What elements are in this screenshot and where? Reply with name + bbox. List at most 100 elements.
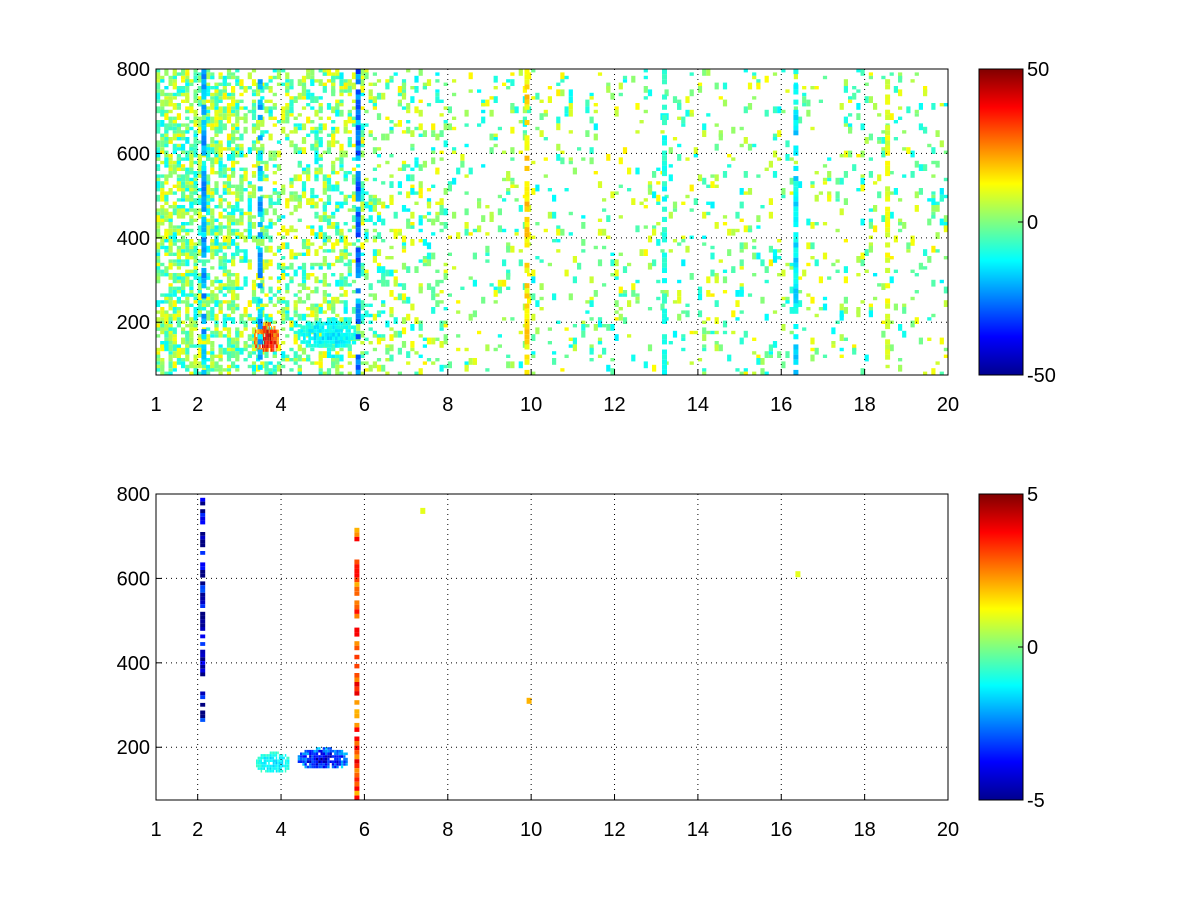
- heatmap-cell-top-2634: [681, 259, 686, 267]
- heatmap-cell-top-2246: [481, 103, 486, 107]
- heatmap-cell-top-2853: [789, 262, 794, 270]
- heatmap-cell-bottom-8: [259, 756, 261, 760]
- heatmap-cell-top-2912: [822, 181, 828, 185]
- heatmap-cell-top-3233: [268, 325, 270, 330]
- heatmap-cell-top-2072: [414, 266, 419, 273]
- heatmap-cell-top-718: [214, 334, 219, 338]
- heatmap-cell-top-2027: [401, 317, 407, 324]
- heatmap-cell-top-1418: [301, 242, 307, 250]
- heatmap-cell-top-256: [176, 106, 181, 110]
- heatmap-cell-top-3205: [264, 337, 266, 341]
- heatmap-cell-top-1777: [351, 225, 357, 229]
- heatmap-cell-top-1742: [347, 137, 352, 141]
- heatmap-cell-top-2054: [410, 188, 415, 195]
- heatmap-cell-top-1672: [335, 364, 340, 372]
- heatmap-cell-top-1066: [251, 279, 257, 284]
- heatmap-cell-top-3447: [201, 227, 207, 233]
- heatmap-cell-top-3368: [332, 329, 335, 333]
- heatmap-cell-top-2093: [418, 324, 423, 331]
- heatmap-cell-top-3322: [316, 321, 319, 326]
- heatmap-cell-top-231: [172, 242, 177, 246]
- heatmap-cell-top-257: [176, 113, 181, 120]
- heatmap-cell-top-3238: [268, 344, 270, 349]
- heatmap-cell-bottom-176: [315, 749, 319, 753]
- heatmap-cell-bottom-20: [262, 754, 264, 757]
- heatmap-cell-top-3445: [201, 216, 207, 222]
- heatmap-cell-top-1006: [243, 249, 248, 256]
- heatmap-cell-top-3672: [793, 359, 799, 365]
- heatmap-cell-bottom-124: [286, 767, 288, 770]
- heatmap-cell-top-2460: [589, 96, 594, 100]
- heatmap-cell-top-2127: [431, 157, 436, 165]
- heatmap-cell-top-2420: [564, 113, 569, 117]
- heatmap-cell-top-2226: [468, 72, 473, 80]
- heatmap-cell-top-3065: [902, 130, 907, 134]
- heatmap-cell-top-2141: [435, 96, 440, 103]
- heatmap-cell-top-1849: [364, 72, 369, 80]
- heatmap-cell-top-2989: [860, 368, 865, 375]
- heatmap-cell-bottom-84: [275, 767, 278, 770]
- heatmap-cell-top-2216: [464, 123, 469, 127]
- heatmap-cell-top-2194: [447, 252, 452, 256]
- heatmap-cell-top-810: [222, 347, 227, 355]
- heatmap-cell-top-3096: [918, 188, 923, 195]
- heatmap-cell-bottom-0: [256, 759, 258, 762]
- heatmap-cell-top-2195: [447, 293, 452, 297]
- heatmap-cell-top-2030: [406, 69, 411, 73]
- heatmap-cell-top-1921: [376, 232, 382, 239]
- heatmap-cell-top-3206: [264, 340, 266, 345]
- heatmap-cell-top-1960: [385, 347, 390, 355]
- heatmap-cell-top-3417: [353, 325, 357, 330]
- heatmap-cell-top-1927: [376, 313, 382, 318]
- heatmap-cell-top-2875: [802, 92, 807, 97]
- heatmap-cell-top-3591: [662, 74, 667, 80]
- heatmap-cell-bottom-275: [200, 543, 206, 548]
- heatmap-cell-top-1536: [318, 262, 323, 267]
- heatmap-cell-top-6: [156, 92, 161, 100]
- heatmap-cell-top-485: [193, 300, 198, 304]
- heatmap-cell-top-2872: [797, 290, 803, 294]
- heatmap-cell-bottom-29: [263, 764, 266, 768]
- heatmap-cell-top-3497: [257, 334, 263, 340]
- heatmap-cell-top-2695: [710, 269, 715, 277]
- heatmap-cell-top-1901: [372, 235, 377, 239]
- heatmap-cell-top-2724: [722, 320, 728, 328]
- heatmap-cell-top-2605: [668, 147, 673, 154]
- heatmap-cell-top-2823: [772, 256, 778, 263]
- heatmap-cell-top-2192: [447, 184, 452, 192]
- heatmap-cell-top-2727: [727, 164, 732, 168]
- heatmap-cell-bottom-323: [354, 627, 360, 633]
- heatmap-cell-bottom-48: [268, 767, 270, 770]
- heatmap-cell-top-3309: [308, 340, 311, 344]
- heatmap-cell-top-3109: [927, 256, 932, 263]
- heatmap-cell-top-2083: [418, 188, 423, 195]
- heatmap-cell-top-1743: [347, 140, 352, 148]
- heatmap-cell-top-3420: [353, 336, 357, 341]
- heatmap-cell-top-1317: [289, 86, 294, 90]
- heatmap-cell-top-1545: [318, 354, 323, 362]
- heatmap-cell-top-2082: [418, 181, 423, 188]
- heatmap-cell-top-2275: [493, 300, 498, 304]
- heatmap-cell-top-172: [168, 228, 173, 236]
- heatmap-cell-top-2726: [727, 154, 732, 158]
- heatmap-cell-top-806: [222, 317, 227, 324]
- heatmap-cell-top-2394: [552, 194, 557, 202]
- heatmap-cell-top-3276: [275, 348, 277, 352]
- heatmap-cell-bottom-332: [354, 686, 360, 692]
- heatmap-cell-top-2336: [522, 116, 527, 120]
- heatmap-cell-bottom-331: [354, 682, 360, 687]
- heatmap-cell-bottom-140: [302, 760, 305, 763]
- heatmap-cell-top-3630: [793, 84, 799, 90]
- heatmap-cell-top-1243: [276, 194, 282, 199]
- heatmap-cell-bottom-278: [200, 566, 206, 570]
- heatmap-cell-top-3039: [889, 171, 894, 175]
- heatmap-cell-bottom-228: [331, 760, 335, 763]
- heatmap-cell-top-1486: [314, 96, 319, 103]
- heatmap-cell-top-1813: [360, 69, 365, 76]
- heatmap-cell-top-391: [185, 296, 190, 301]
- heatmap-cell-top-624: [206, 364, 211, 372]
- heatmap-cell-top-134: [164, 273, 169, 277]
- heatmap-cell-top-1370: [293, 337, 298, 345]
- heatmap-cell-top-3232: [268, 322, 270, 326]
- heatmap-cell-top-3272: [275, 333, 277, 337]
